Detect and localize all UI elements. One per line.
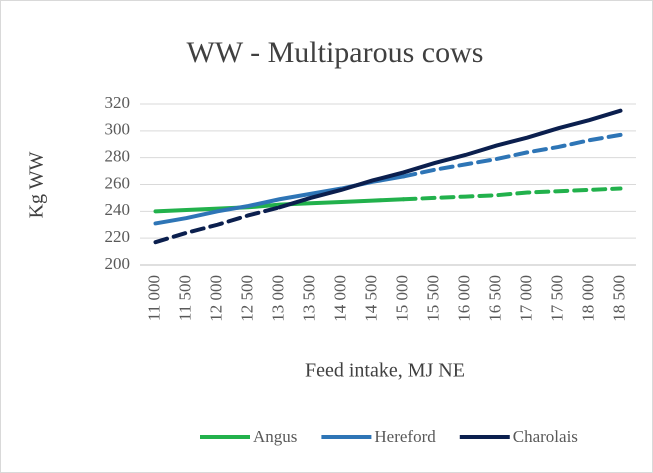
- x-tick-label: 12 500: [237, 275, 256, 322]
- x-tick-label: 17 500: [547, 275, 566, 322]
- y-tick-label: 220: [105, 227, 131, 246]
- x-tick-label: 16 000: [454, 275, 473, 322]
- x-tick-label: 15 000: [392, 275, 411, 322]
- series-line-dashed: [401, 132, 623, 179]
- x-tick-label: 16 500: [485, 275, 504, 322]
- x-tick-label: 14 000: [330, 275, 349, 322]
- series-line: [277, 108, 623, 210]
- series-line: [153, 197, 406, 214]
- y-tick-label: 240: [105, 200, 131, 219]
- x-tick-label: 14 500: [361, 275, 380, 322]
- y-tick-label: 320: [105, 93, 131, 112]
- x-tick-label: 17 000: [516, 275, 535, 322]
- legend-label: Hereford: [374, 427, 436, 446]
- legend-label: Angus: [253, 427, 297, 446]
- x-tick-label: 11 500: [175, 275, 194, 321]
- series-line-dashed: [153, 205, 282, 245]
- legend-label: Charolais: [513, 427, 578, 446]
- y-tick-label: 300: [105, 120, 131, 139]
- x-axis-title: Feed intake, MJ NE: [305, 360, 465, 382]
- x-tick-label: 15 500: [423, 275, 442, 322]
- y-tick-label: 200: [105, 254, 131, 273]
- chart-title: WW - Multiparous cows: [187, 36, 484, 69]
- y-axis-title: Kg WW: [26, 151, 48, 218]
- y-tick-label: 260: [105, 173, 131, 192]
- x-tick-label: 11 000: [144, 275, 163, 321]
- series-line-dashed: [401, 186, 623, 202]
- x-tick-label: 18 000: [578, 275, 597, 322]
- y-tick-label: 280: [105, 147, 131, 166]
- x-tick-label: 13 500: [299, 275, 318, 322]
- x-tick-label: 13 000: [268, 275, 287, 322]
- x-tick-label: 12 000: [206, 275, 225, 322]
- x-tick-label: 18 500: [609, 275, 628, 322]
